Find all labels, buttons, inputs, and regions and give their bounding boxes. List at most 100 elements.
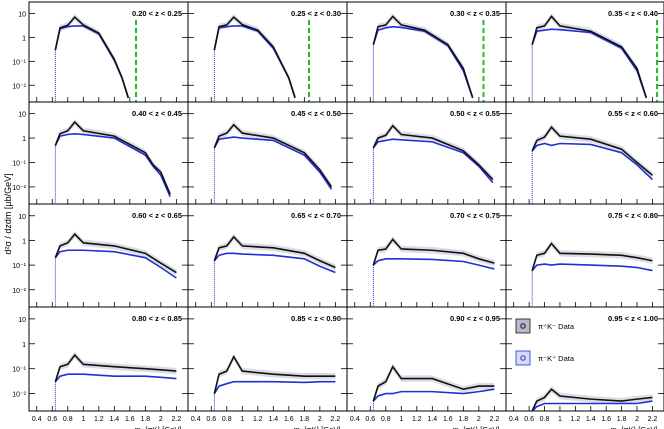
y-tick-label: 1 (22, 238, 26, 245)
x-tick-label: 1.2 (412, 416, 422, 423)
panel-title: 0.40 < z < 0.45 (132, 109, 182, 118)
series-pi-minus-k-plus (213, 136, 333, 190)
legend-marker (520, 323, 526, 329)
series-pi-plus-k-minus (372, 238, 495, 266)
series-pi-plus-k-minus (213, 16, 296, 99)
uncertainty-band (214, 353, 336, 397)
y-axis-label: d²σ / dzdm [μb/GeV] (3, 173, 13, 254)
x-tick-label: 0.8 (381, 416, 391, 423)
series-pi-plus-k-minus (372, 15, 474, 99)
x-tick-label: 1.6 (601, 416, 611, 423)
y-tick-label: 10⁻¹ (12, 161, 26, 168)
y-tick-label: 10 (18, 112, 26, 119)
x-tick-label: 1 (81, 416, 85, 423)
x-tick-label: 1.6 (443, 416, 453, 423)
x-tick-label: 0.6 (47, 416, 57, 423)
series-pi-minus-k-plus (531, 400, 653, 412)
series-pi-plus-k-minus (213, 355, 336, 394)
series-pi-plus-k-minus (531, 242, 653, 271)
series-pi-plus-k-minus (54, 232, 177, 274)
panel-title: 0.70 < z < 0.75 (450, 211, 500, 220)
x-tick-label: 1.2 (94, 416, 104, 423)
x-tick-label: 1.2 (253, 416, 263, 423)
x-tick-label: 2.2 (330, 416, 340, 423)
panel-title: 0.80 < z < 0.85 (132, 314, 182, 323)
x-tick-label: 1 (399, 416, 403, 423)
series-pi-minus-k-plus (54, 373, 177, 383)
x-tick-label: 2 (635, 416, 639, 423)
series-pi-minus-k-plus (54, 249, 177, 279)
y-tick-label: 1 (22, 136, 26, 143)
x-axis-title: m_{πK} [GeV] (453, 425, 500, 429)
panel-4: 0.35 < z < 0.40 (505, 1, 664, 103)
x-tick-label: 1.8 (299, 416, 309, 423)
panel-11: 0.70 < z < 0.75 (346, 203, 507, 308)
x-tick-label: 1 (558, 416, 562, 423)
series-pi-plus-k-minus (531, 15, 648, 99)
series-pi-minus-k-plus (531, 28, 648, 99)
panel-title: 0.95 < z < 1.00 (608, 314, 658, 323)
legend-label: π⁺K⁻ Data (538, 322, 575, 331)
panel-title: 0.30 < z < 0.35 (450, 9, 500, 18)
series-pi-plus-k-minus (372, 124, 494, 181)
panel-6: 0.45 < z < 0.50 (187, 101, 348, 205)
x-tick-label: 0.8 (63, 416, 73, 423)
x-axis-title: m_{πK} [GeV] (294, 425, 341, 429)
panel-frame (505, 306, 664, 412)
series-pi-minus-k-plus (531, 142, 653, 181)
legend: π⁺K⁻ Data π⁻K⁺ Data (515, 318, 575, 366)
y-tick-label: 10⁻² (12, 392, 26, 399)
x-tick-label: 1.4 (427, 416, 437, 423)
panel-title: 0.45 < z < 0.50 (291, 109, 341, 118)
panel-frame (346, 306, 507, 412)
panel-title: 0.35 < z < 0.40 (608, 9, 658, 18)
uncertainty-band (214, 233, 336, 271)
uncertainty-band (373, 122, 493, 183)
panel-3: 0.30 < z < 0.35 (346, 1, 507, 103)
panel-title: 0.20 < z < 0.25 (132, 9, 182, 18)
y-tick-label: 10⁻¹ (12, 59, 26, 66)
x-tick-label: 2 (318, 416, 322, 423)
panel-12: 0.75 < z < 0.80 (505, 203, 664, 308)
x-tick-label: 1.2 (570, 416, 580, 423)
x-tick-label: 1 (240, 416, 244, 423)
y-tick-label: 1 (22, 342, 26, 349)
series-pi-minus-k-plus (54, 132, 171, 197)
x-tick-label: 0.4 (32, 416, 42, 423)
x-tick-label: 0.8 (222, 416, 232, 423)
series-pi-plus-k-minus (531, 125, 653, 176)
legend-marker (520, 355, 526, 361)
series-pi-plus-k-minus (213, 235, 336, 269)
x-tick-label: 1.6 (125, 416, 135, 423)
x-tick-label: 1.4 (268, 416, 278, 423)
series-pi-plus-k-minus (372, 365, 495, 402)
legend-swatch (515, 350, 531, 366)
y-tick-label: 10 (18, 214, 26, 221)
panel-title: 0.65 < z < 0.70 (291, 211, 341, 220)
panel-14: 0.85 < z < 0.90 (187, 306, 348, 412)
panel-title: 0.75 < z < 0.80 (608, 211, 658, 220)
x-tick-label: 2.2 (489, 416, 499, 423)
uncertainty-band (55, 351, 177, 385)
panel-7: 0.50 < z < 0.55 (346, 101, 507, 205)
x-tick-label: 1.4 (109, 416, 119, 423)
panel-10: 0.65 < z < 0.70 (187, 203, 348, 308)
series-pi-minus-k-plus (213, 252, 336, 274)
panel-title: 0.25 < z < 0.30 (291, 9, 341, 18)
x-axis-title: m_{πK} [GeV] (135, 425, 182, 429)
panel-frame (28, 101, 189, 205)
y-tick-label: 1 (22, 35, 26, 42)
panel-frame (28, 306, 189, 412)
panel-title: 0.55 < z < 0.60 (608, 109, 658, 118)
series-pi-minus-k-plus (372, 138, 494, 184)
panel-title: 0.90 < z < 0.95 (450, 314, 500, 323)
y-tick-label: 10 (18, 317, 26, 324)
x-tick-label: 1.8 (617, 416, 627, 423)
uncertainty-band (373, 236, 495, 269)
x-tick-label: 2.2 (648, 416, 658, 423)
panel-2: 0.25 < z < 0.30 (187, 1, 348, 103)
series-pi-minus-k-plus (372, 25, 474, 99)
panel-8: 0.55 < z < 0.60 (505, 101, 664, 205)
series-pi-plus-k-minus (54, 15, 130, 99)
panel-16: 0.95 < z < 1.00 (505, 306, 664, 415)
